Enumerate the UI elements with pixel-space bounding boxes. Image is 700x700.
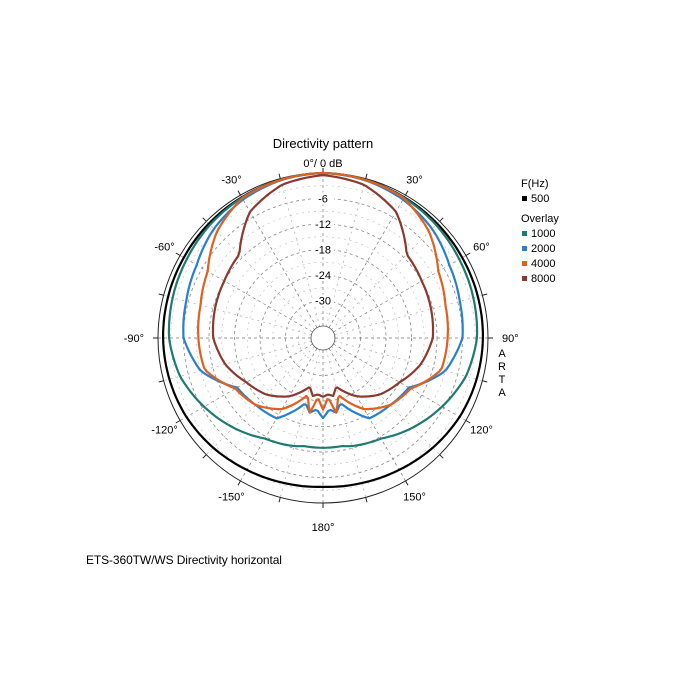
grid-tick	[365, 497, 368, 503]
grid-spoke	[206, 221, 315, 330]
grid-spoke	[240, 194, 318, 328]
grid-spoke	[333, 343, 467, 421]
radial-tick-label-bg	[312, 269, 334, 281]
legend-swatch-8000	[522, 276, 527, 281]
grid-tick	[237, 190, 241, 196]
side-letter: R	[498, 361, 506, 373]
legend-swatch-2000	[522, 246, 527, 251]
radial-tick-label: -18	[315, 245, 331, 257]
legend-swatch-500	[522, 196, 527, 201]
radial-tick-label-bg	[312, 243, 334, 256]
grid-spoke	[240, 348, 318, 482]
radial-tick-label: -24	[315, 270, 331, 282]
grid-spoke	[328, 194, 406, 328]
legend-overlay-header: Overlay	[521, 213, 559, 225]
legend-swatch-1000	[522, 231, 527, 236]
angle-labels: -30° 30° -60° 60° -90° 90° -120° 120° -150° 150° 1…	[124, 175, 519, 534]
legend-label-8000: 8000	[531, 273, 555, 285]
grid-tick	[237, 480, 241, 486]
legend: F(Hz) Overlay 500 1000 2000 4000 8000	[521, 178, 559, 285]
angle-label: 30°	[406, 175, 423, 187]
radial-tick-label: -6	[318, 194, 328, 206]
angle-label: 120°	[470, 425, 493, 437]
grid-spoke	[331, 221, 440, 330]
polar-grid	[153, 168, 493, 508]
angle-label: -30°	[221, 175, 241, 187]
polar-curves	[162, 171, 484, 488]
grid-tick	[465, 252, 471, 256]
angle-label: 180°	[312, 522, 335, 534]
grid-spoke	[279, 349, 321, 498]
side-letter: A	[498, 348, 506, 360]
grid-tick	[202, 217, 207, 222]
radial-tick-label: -30	[315, 296, 331, 308]
grid-center	[310, 325, 336, 351]
angle-label: -60°	[154, 242, 174, 254]
legend-label-1000: 1000	[531, 228, 555, 240]
grid-tick	[202, 454, 207, 459]
grid-tick	[158, 380, 164, 383]
radial-tick-label: -12	[315, 219, 331, 231]
grid-tick	[158, 293, 164, 296]
angle-label: -90°	[124, 333, 144, 345]
figure-caption: ETS-360TW/WS Directivity horizontal	[86, 553, 282, 567]
grid-spoke	[333, 255, 467, 333]
legend-label-4000: 4000	[531, 258, 555, 270]
grid-spoke	[334, 294, 483, 336]
grid-tick	[482, 380, 488, 383]
grid-tick	[405, 190, 409, 196]
series-line-4000	[197, 171, 449, 414]
grid-tick	[405, 480, 409, 486]
angle-label: 60°	[473, 242, 490, 254]
side-letter: T	[499, 374, 506, 386]
angle-label: 90°	[502, 333, 519, 345]
radial-tick-label-bg	[312, 192, 334, 205]
radial-tick-labels: -6 -12 -18 -24 -30	[312, 192, 334, 308]
grid-spoke	[331, 346, 440, 455]
grid-tick	[482, 293, 488, 296]
grid-tick	[175, 420, 181, 424]
grid-minor-ring	[246, 261, 400, 415]
angle-label: -150°	[218, 491, 244, 503]
grid-tick	[175, 252, 181, 256]
grid-tick	[439, 454, 444, 459]
angle-label: -120°	[151, 425, 177, 437]
side-text: A R T A	[498, 348, 506, 399]
grid-spoke	[163, 294, 312, 336]
grid-tick	[439, 217, 444, 222]
legend-label-500: 500	[531, 193, 549, 205]
side-letter: A	[498, 387, 506, 399]
grid-spoke	[334, 340, 483, 382]
grid-spoke	[179, 255, 313, 333]
grid-tick	[365, 173, 368, 179]
grid-minor-ring	[221, 236, 425, 440]
top-reference-label: 0°/ 0 dB	[303, 158, 342, 170]
legend-header: F(Hz)	[521, 178, 549, 190]
grid-spoke	[206, 346, 315, 455]
grid-spoke	[328, 348, 406, 482]
legend-label-2000: 2000	[531, 243, 555, 255]
grid-tick	[278, 497, 281, 503]
radial-tick-label-bg	[312, 294, 334, 307]
grid-tick	[278, 173, 281, 179]
angle-label: 150°	[403, 491, 426, 503]
series-line-8000	[211, 174, 435, 398]
radial-tick-label-bg	[312, 218, 334, 230]
grid-tick	[465, 420, 471, 424]
grid-spoke	[163, 340, 312, 382]
grid-spoke	[179, 343, 313, 421]
grid-spoke	[325, 349, 367, 498]
chart-title: Directivity pattern	[273, 136, 373, 151]
legend-swatch-4000	[522, 261, 527, 266]
